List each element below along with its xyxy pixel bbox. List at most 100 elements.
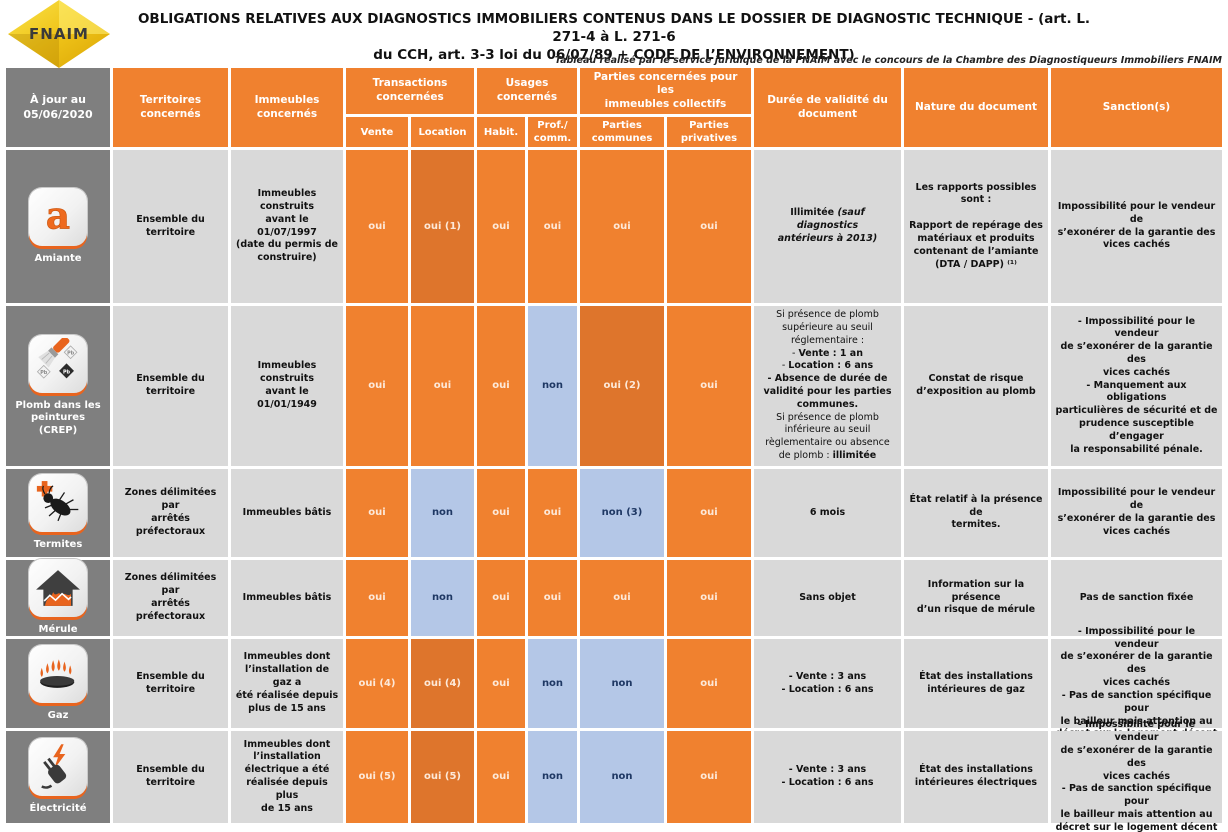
cell-termites-territoires: Zones délimitées par arrêtés préfectorau…	[113, 469, 228, 557]
credit-subtitle: Tableau réalisé par le service juridique…	[554, 55, 1222, 66]
cell-plomb-sanctions: - Impossibilité pour le vendeur de s’exo…	[1051, 306, 1222, 466]
svg-text:Pb: Pb	[63, 369, 71, 375]
cell-plomb-duree: Si présence de plomb supérieure au seuil…	[754, 306, 901, 466]
cell-amiante-sanctions: Impossibilité pour le vendeur de s’exoné…	[1051, 150, 1222, 303]
col-header-updated: À jour au 05/06/2020	[6, 68, 110, 147]
logo-text: FNAIM	[29, 25, 89, 43]
gaz-burner-icon	[29, 644, 87, 703]
cell-merule-sanctions: Pas de sanction fixée	[1051, 560, 1222, 636]
row-header-gaz: Gaz	[6, 639, 110, 728]
col-header-habit: Habit.	[477, 117, 525, 147]
cell-merule-prof: oui	[528, 560, 577, 636]
cell-gaz-prof: non	[528, 639, 577, 728]
cell-electricite-prof: non	[528, 731, 577, 823]
cell-merule-vente: oui	[346, 560, 408, 636]
cell-amiante-territoires: Ensemble du territoire	[113, 150, 228, 303]
cell-gaz-privatives: oui	[667, 639, 751, 728]
col-header-parties-communes: Parties communes	[580, 117, 664, 147]
diagnostics-table: À jour au 05/06/2020 Territoires concern…	[0, 68, 1228, 832]
cell-plomb-immeubles: Immeubles construits avant le 01/01/1949	[231, 306, 343, 466]
cell-termites-prof: oui	[528, 469, 577, 557]
cell-gaz-territoires: Ensemble du territoire	[113, 639, 228, 728]
col-group-parties: Parties concernées pour les immeubles co…	[580, 68, 751, 114]
cell-termites-sanctions: Impossibilité pour le vendeur de s’exoné…	[1051, 469, 1222, 557]
row-header-termites: Termites	[6, 469, 110, 557]
electricite-plug-icon	[29, 738, 87, 797]
row-header-amiante: a Amiante	[6, 150, 110, 303]
col-header-duree: Durée de validité du document	[754, 68, 901, 147]
cell-merule-territoires: Zones délimitées par arrêtés préfectorau…	[113, 560, 228, 636]
col-header-vente: Vente	[346, 117, 408, 147]
cell-merule-communes: oui	[580, 560, 664, 636]
cell-termites-nature: État relatif à la présence de termites.	[904, 469, 1048, 557]
merule-house-icon	[29, 559, 87, 618]
svg-text:Pb: Pb	[67, 350, 75, 356]
page-header: FNAIM OBLIGATIONS RELATIVES AUX DIAGNOST…	[0, 0, 1228, 68]
cell-termites-immeubles: Immeubles bâtis	[231, 469, 343, 557]
cell-electricite-privatives: oui	[667, 731, 751, 823]
amiante-icon: a	[29, 187, 87, 246]
col-group-usages: Usages concernés	[477, 68, 577, 114]
amiante-label: Amiante	[34, 252, 82, 264]
cell-termites-privatives: oui	[667, 469, 751, 557]
cell-electricite-habit: oui	[477, 731, 525, 823]
cell-plomb-nature: Constat de risque d’exposition au plomb	[904, 306, 1048, 466]
page-title: OBLIGATIONS RELATIVES AUX DIAGNOSTICS IM…	[130, 0, 1098, 65]
merule-label: Mérule	[38, 624, 78, 636]
svg-text:a: a	[46, 193, 70, 237]
cell-termites-habit: oui	[477, 469, 525, 557]
cell-termites-vente: oui	[346, 469, 408, 557]
cell-electricite-location: oui (5)	[411, 731, 474, 823]
col-header-territoires: Territoires concernés	[113, 68, 228, 147]
cell-amiante-prof: oui	[528, 150, 577, 303]
termites-icon	[29, 474, 87, 533]
cell-gaz-sanctions: - Impossibilité pour le vendeur de s’exo…	[1051, 626, 1222, 739]
cell-amiante-nature: Les rapports possibles sont : Rapport de…	[904, 150, 1048, 303]
cell-merule-nature: Information sur la présence d’un risque …	[904, 560, 1048, 636]
cell-electricite-sanctions: - Impossibilité pour le vendeur de s’exo…	[1051, 719, 1222, 832]
col-header-immeubles: Immeubles concernés	[231, 68, 343, 147]
row-header-merule: Mérule	[6, 559, 110, 636]
cell-plomb-vente: oui	[346, 306, 408, 466]
title-line-2: du CCH, art. 3-3 loi du 06/07/89 + CODE …	[373, 47, 855, 64]
cell-plomb-location: oui	[411, 306, 474, 466]
row-header-electricite: Électricité	[6, 731, 110, 823]
cell-termites-duree: 6 mois	[754, 469, 901, 557]
cell-gaz-habit: oui	[477, 639, 525, 728]
cell-amiante-privatives: oui	[667, 150, 751, 303]
cell-merule-duree: Sans objet	[754, 560, 901, 636]
cell-plomb-territoires: Ensemble du territoire	[113, 306, 228, 466]
cell-amiante-habit: oui	[477, 150, 525, 303]
cell-merule-privatives: oui	[667, 560, 751, 636]
cell-amiante-communes: oui	[580, 150, 664, 303]
cell-electricite-vente: oui (5)	[346, 731, 408, 823]
row-header-plomb: Pb Pb Pb Plomb dans les peintures (CREP)	[6, 306, 110, 466]
cell-amiante-vente: oui	[346, 150, 408, 303]
col-header-location: Location	[411, 117, 474, 147]
col-header-sanctions: Sanction(s)	[1051, 68, 1222, 147]
cell-amiante-duree: Illimitée (sauf diagnostics antérieurs à…	[754, 150, 901, 303]
cell-electricite-communes: non	[580, 731, 664, 823]
cell-plomb-communes: oui (2)	[580, 306, 664, 466]
cell-amiante-immeubles: Immeubles construits avant le 01/07/1997…	[231, 150, 343, 303]
cell-gaz-nature: État des installations intérieures de ga…	[904, 639, 1048, 728]
title-line-1: OBLIGATIONS RELATIVES AUX DIAGNOSTICS IM…	[137, 11, 1091, 46]
termites-label: Termites	[33, 539, 83, 551]
svg-text:Pb: Pb	[40, 370, 48, 376]
cell-electricite-duree: - Vente : 3 ans - Location : 6 ans	[754, 731, 901, 823]
cell-termites-location: non	[411, 469, 474, 557]
col-header-parties-privatives: Parties privatives	[667, 117, 751, 147]
cell-gaz-vente: oui (4)	[346, 639, 408, 728]
fnaim-logo: FNAIM	[8, 0, 110, 68]
cell-gaz-location: oui (4)	[411, 639, 474, 728]
plomb-paintbrush-icon: Pb Pb Pb	[29, 334, 87, 393]
cell-gaz-duree: - Vente : 3 ans - Location : 6 ans	[754, 639, 901, 728]
cell-amiante-location: oui (1)	[411, 150, 474, 303]
cell-electricite-nature: État des installations intérieures élect…	[904, 731, 1048, 823]
cell-electricite-immeubles: Immeubles dont l’installation électrique…	[231, 731, 343, 823]
cell-merule-location: non	[411, 560, 474, 636]
cell-gaz-communes: non	[580, 639, 664, 728]
electricite-label: Électricité	[29, 803, 87, 815]
cell-merule-habit: oui	[477, 560, 525, 636]
